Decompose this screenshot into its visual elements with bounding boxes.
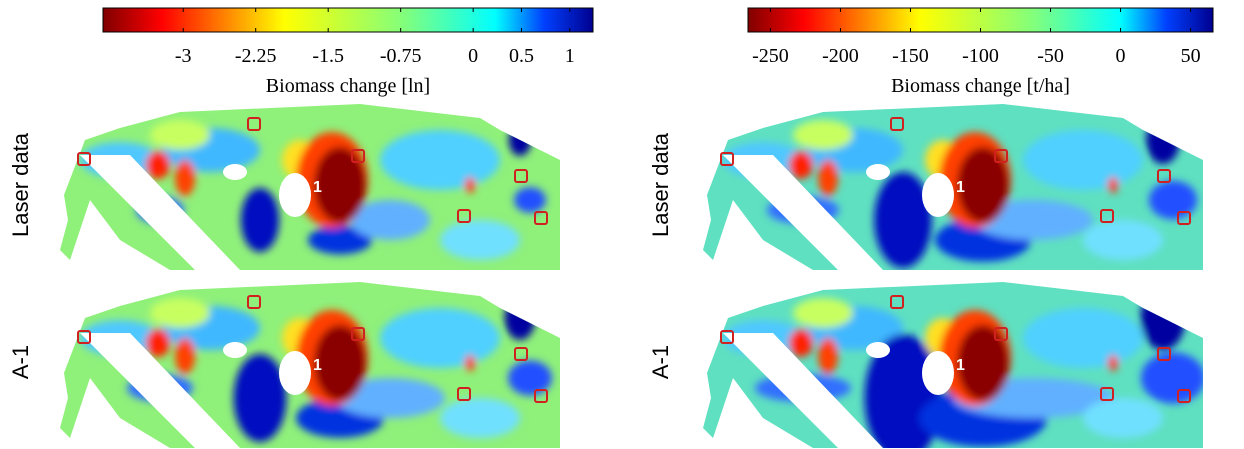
map-patch [874, 172, 932, 268]
map-number: 1 [956, 179, 965, 196]
map-patch [380, 308, 500, 368]
tick-label: -3 [175, 45, 192, 67]
map-patch [505, 296, 536, 340]
colorbar: -3 -2.25 -1.5 -0.75 0 0.5 1 Biomass change [ln] [103, 8, 593, 97]
map-patch [440, 220, 520, 260]
colorbar-label: Biomass change [ln] [266, 75, 430, 97]
row-label: A-1 [648, 345, 673, 379]
map-patch [793, 120, 853, 150]
map-gap [866, 164, 890, 180]
map-patch [146, 329, 170, 357]
map-number: 1 [313, 357, 322, 374]
map-patch [146, 151, 170, 179]
tick-label: -1.5 [312, 45, 344, 67]
map-patch [234, 354, 287, 442]
map-number: 1 [956, 357, 965, 374]
map-patch [241, 188, 279, 252]
map-patch [175, 160, 195, 196]
map-patch [1083, 398, 1163, 438]
map-patch [789, 151, 813, 179]
map-panel: 1 [60, 278, 560, 449]
map-gap [922, 351, 954, 395]
colorbar: -250 -200 -150 -100 -50 0 50 Biomass change [t/… [748, 8, 1213, 97]
tick-label: -250 [752, 45, 789, 67]
map-image [60, 278, 560, 449]
map-patch [1023, 130, 1143, 190]
map-patch [440, 398, 520, 438]
map-panel: 1 [703, 278, 1205, 449]
tick-label: -0.75 [380, 45, 422, 67]
row-label: A-1 [8, 345, 33, 379]
map-gap [223, 342, 247, 358]
map-patch [175, 338, 195, 374]
map-patch [1146, 116, 1180, 164]
map-panel: 1 [60, 100, 560, 275]
map-gap [922, 173, 954, 217]
map-patch [1141, 286, 1186, 350]
map-patch [1108, 355, 1118, 371]
map-patch [818, 160, 838, 196]
row-label: Laser data [648, 132, 673, 237]
map-gap [279, 173, 311, 217]
tick-label: 1 [565, 45, 575, 67]
colorbar-gradient [103, 8, 593, 32]
map-patch [380, 130, 500, 190]
row-label: Laser data [8, 132, 33, 237]
map-image [60, 100, 560, 275]
colorbar-label: Biomass change [t/ha] [891, 75, 1070, 97]
map-patch [789, 329, 813, 357]
map-number: 1 [313, 179, 322, 196]
map-patch [1083, 220, 1163, 260]
tick-label: 0 [1116, 45, 1126, 67]
map-patch [509, 124, 531, 156]
tick-label: -100 [962, 45, 999, 67]
map-patch [793, 298, 853, 328]
map-patch [818, 338, 838, 374]
tick-label: -50 [1037, 45, 1064, 67]
map-patch [465, 355, 475, 371]
tick-label: 50 [1181, 45, 1201, 67]
map-gap [223, 164, 247, 180]
map-patch [150, 120, 210, 150]
tick-label: -2.25 [235, 45, 277, 67]
figure: -3 -2.25 -1.5 -0.75 0 0.5 1 Biomass change [ln]… [0, 0, 1244, 449]
map-patch [1108, 177, 1118, 193]
map-image [703, 278, 1205, 449]
map-patch [465, 177, 475, 193]
map-patch [514, 187, 546, 213]
map-panel: 1 [703, 100, 1203, 275]
tick-label: -200 [822, 45, 859, 67]
tick-label: 0 [468, 45, 478, 67]
map-gap [279, 351, 311, 395]
map-patch [1023, 308, 1143, 368]
map-gap [866, 342, 890, 358]
map-patch [150, 298, 210, 328]
tick-label: 0.5 [509, 45, 534, 67]
map-image [703, 100, 1203, 275]
tick-label: -150 [892, 45, 929, 67]
map-patch [1141, 352, 1205, 403]
